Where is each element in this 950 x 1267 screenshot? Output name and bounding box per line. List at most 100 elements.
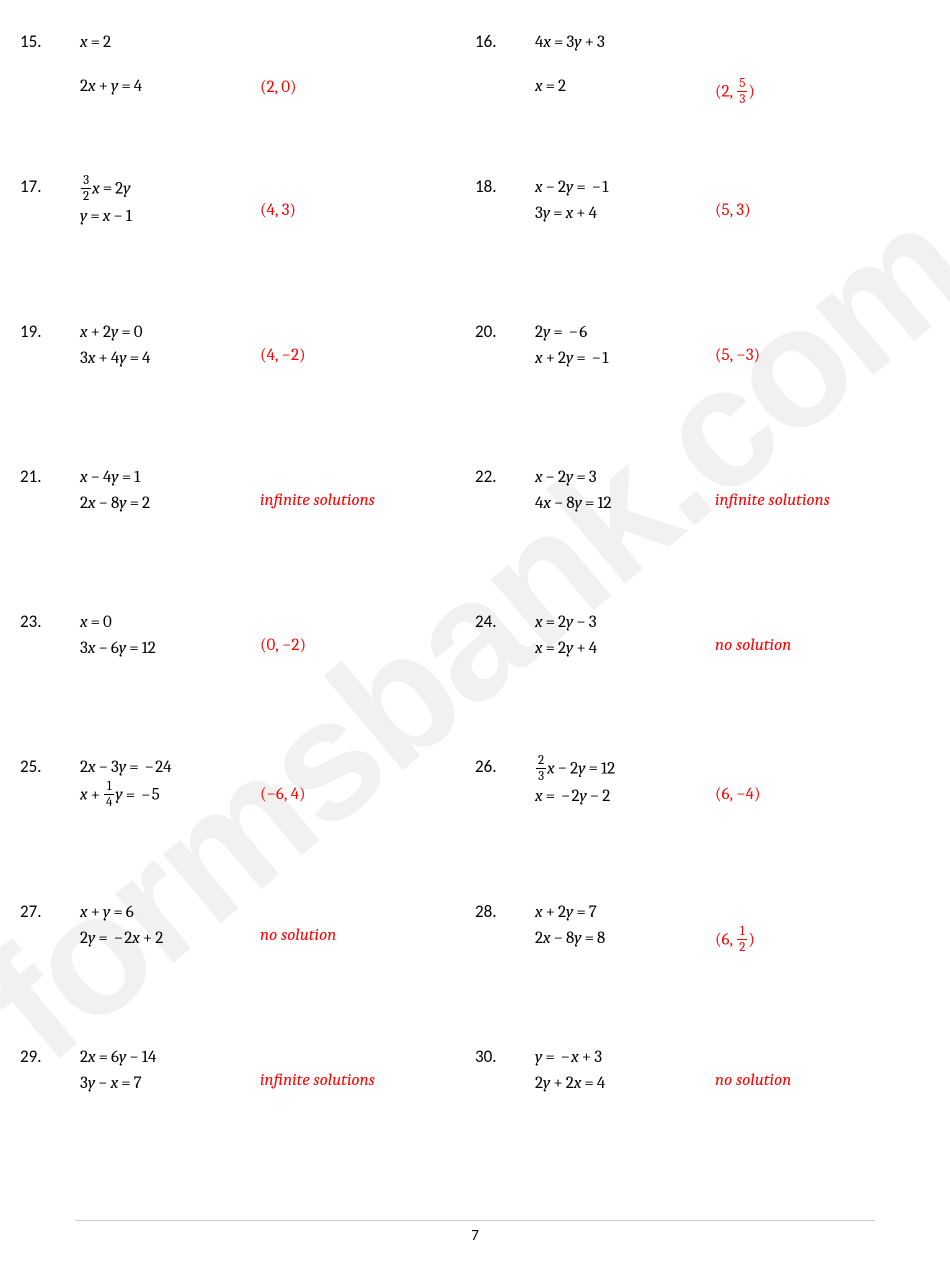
- equation-2: x+2y=−1: [535, 346, 715, 372]
- problem-number: 17.: [20, 175, 80, 197]
- footer-rule: [75, 1220, 875, 1221]
- equations: 2x−3y=−24x+14y=−5: [80, 755, 260, 810]
- equations: x−2y=−13y=x+4: [535, 175, 715, 228]
- equations: x−4y=12x−8y=2: [80, 465, 260, 518]
- answer: infinite solutions: [260, 465, 375, 510]
- problem: 30.y=−x+32y+2x=4no solution: [475, 1045, 930, 1190]
- answer: infinite solutions: [260, 1045, 375, 1090]
- equation-2: 2y=−2x+2: [80, 926, 260, 952]
- answer: no solution: [715, 610, 791, 655]
- equation-1: x=0: [80, 610, 260, 636]
- problem: 25.2x−3y=−24x+14y=−5(−6, 4): [20, 755, 475, 900]
- problem: 27.x+y=62y=−2x+2no solution: [20, 900, 475, 1045]
- equation-1: x−2y=−1: [535, 175, 715, 201]
- problem-number: 30.: [475, 1045, 535, 1067]
- answer: (−6, 4): [260, 755, 305, 804]
- answer: (5, 3): [715, 175, 751, 220]
- equation-gap: [80, 56, 260, 74]
- equation-1: y=−x+3: [535, 1045, 715, 1071]
- equations: x=2 2x+y=4: [80, 30, 260, 101]
- equation-2: 4x−8y=12: [535, 491, 715, 517]
- equations: x=2y−3x=2y+4: [535, 610, 715, 663]
- answer: no solution: [260, 900, 336, 945]
- problem: 21.x−4y=12x−8y=2infinite solutions: [20, 465, 475, 610]
- equation-2: 3x−6y=12: [80, 636, 260, 662]
- equation-2: x=2y+4: [535, 636, 715, 662]
- equation-1: 23x−2y=12: [535, 755, 715, 784]
- answer: infinite solutions: [715, 465, 830, 510]
- equations: 2y=−6x+2y=−1: [535, 320, 715, 373]
- equations: 32x=2yy=x−1: [80, 175, 260, 230]
- equation-2: 3y−x=7: [80, 1071, 260, 1097]
- answer: (6, −4): [715, 755, 760, 804]
- equation-2: 2x−8y=2: [80, 491, 260, 517]
- equations: x=03x−6y=12: [80, 610, 260, 663]
- problem: 22.x−2y=34x−8y=12infinite solutions: [475, 465, 930, 610]
- problem-number: 18.: [475, 175, 535, 197]
- answer: (2, 0): [260, 30, 297, 97]
- answer: (2, 53): [715, 30, 755, 107]
- equation-1: 2y=−6: [535, 320, 715, 346]
- equation-1: x+2y=7: [535, 900, 715, 926]
- problem-number: 23.: [20, 610, 80, 632]
- problem: 24.x=2y−3x=2y+4no solution: [475, 610, 930, 755]
- problem-number: 24.: [475, 610, 535, 632]
- problem-number: 21.: [20, 465, 80, 487]
- answer: (5, −3): [715, 320, 760, 365]
- equation-2: 2x+y=4: [80, 74, 260, 100]
- equation-1: x−2y=3: [535, 465, 715, 491]
- problem-number: 22.: [475, 465, 535, 487]
- problem-number: 26.: [475, 755, 535, 777]
- problems-grid: 15.x=22x+y=4(2, 0)16.4x=3y+3x=2(2, 53)17…: [20, 30, 930, 1190]
- problem-number: 20.: [475, 320, 535, 342]
- equation-1: 4x=3y+3: [535, 30, 715, 56]
- answer: (4, −2): [260, 320, 306, 365]
- equation-1: x+2y=0: [80, 320, 260, 346]
- equation-2: 2y+2x=4: [535, 1071, 715, 1097]
- problem: 17.32x=2yy=x−1(4, 3): [20, 175, 475, 320]
- equation-1: x=2: [80, 30, 260, 56]
- equation-1: x−4y=1: [80, 465, 260, 491]
- worksheet-page: formsbank.com 15.x=22x+y=4(2, 0)16.4x=3y…: [0, 0, 950, 1267]
- problem-number: 25.: [20, 755, 80, 777]
- equations: 23x−2y=12x=−2y−2: [535, 755, 715, 810]
- problem-number: 28.: [475, 900, 535, 922]
- equation-2: x=−2y−2: [535, 784, 715, 810]
- equation-1: 2x=6y−14: [80, 1045, 260, 1071]
- problem: 23.x=03x−6y=12(0, −2): [20, 610, 475, 755]
- equation-2: 3x+4y=4: [80, 346, 260, 372]
- problem-number: 19.: [20, 320, 80, 342]
- problem-number: 16.: [475, 30, 535, 52]
- equation-1: 2x−3y=−24: [80, 755, 260, 781]
- equation-2: y=x−1: [80, 204, 260, 230]
- equations: x+2y=03x+4y=4: [80, 320, 260, 373]
- equations: 2x=6y−143y−x=7: [80, 1045, 260, 1098]
- problem: 29.2x=6y−143y−x=7infinite solutions: [20, 1045, 475, 1190]
- equation-2: x=2: [535, 74, 715, 100]
- equation-2: 3y=x+4: [535, 201, 715, 227]
- page-number: 7: [471, 1227, 479, 1245]
- equation-2: 2x−8y=8: [535, 926, 715, 952]
- answer: (6, 12): [715, 900, 755, 955]
- equations: x+2y=72x−8y=8: [535, 900, 715, 953]
- equations: x−2y=34x−8y=12: [535, 465, 715, 518]
- problem-number: 29.: [20, 1045, 80, 1067]
- problem: 20.2y=−6x+2y=−1(5, −3): [475, 320, 930, 465]
- problem-number: 27.: [20, 900, 80, 922]
- equation-1: x=2y−3: [535, 610, 715, 636]
- equation-1: x+y=6: [80, 900, 260, 926]
- problem-number: 15.: [20, 30, 80, 52]
- answer: no solution: [715, 1045, 791, 1090]
- page-footer: 7: [20, 1220, 930, 1245]
- equations: y=−x+32y+2x=4: [535, 1045, 715, 1098]
- problem: 18.x−2y=−13y=x+4(5, 3): [475, 175, 930, 320]
- answer: (4, 3): [260, 175, 296, 220]
- equations: 4x=3y+3 x=2: [535, 30, 715, 101]
- equation-2: x+14y=−5: [80, 781, 260, 810]
- problem: 26.23x−2y=12x=−2y−2(6, −4): [475, 755, 930, 900]
- answer: (0, −2): [260, 610, 306, 655]
- equations: x+y=62y=−2x+2: [80, 900, 260, 953]
- problem: 15.x=2 2x+y=4(2, 0): [20, 30, 475, 175]
- equation-gap: [535, 56, 715, 74]
- content-area: 15.x=22x+y=4(2, 0)16.4x=3y+3x=2(2, 53)17…: [20, 30, 930, 1190]
